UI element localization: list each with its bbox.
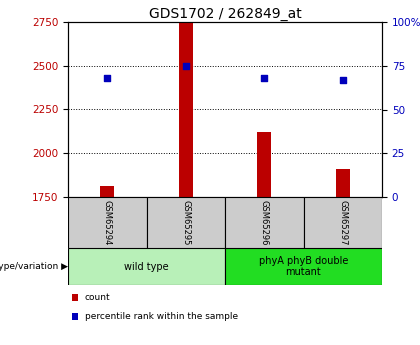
Text: GSM65295: GSM65295 [181,200,190,245]
Bar [304,197,382,248]
Text: wild type: wild type [124,262,169,272]
Bar [178,22,193,197]
Bar [225,248,382,285]
Bar [100,187,114,197]
Text: GSM65297: GSM65297 [338,200,347,245]
Bar [68,248,225,285]
Bar [147,197,225,248]
Text: GSM65294: GSM65294 [103,200,112,245]
Text: genotype/variation ▶: genotype/variation ▶ [0,262,68,271]
Point [339,77,346,82]
Text: phyA phyB double
mutant: phyA phyB double mutant [259,256,348,277]
Bar [225,197,304,248]
Text: count: count [85,293,110,302]
Bar [336,169,350,197]
Point [182,63,189,69]
Text: GSM65296: GSM65296 [260,200,269,245]
Text: percentile rank within the sample: percentile rank within the sample [85,312,238,321]
Bar [68,197,147,248]
Point [104,75,110,81]
Point [261,75,268,81]
Bar [257,132,271,197]
Title: GDS1702 / 262849_at: GDS1702 / 262849_at [149,7,302,21]
